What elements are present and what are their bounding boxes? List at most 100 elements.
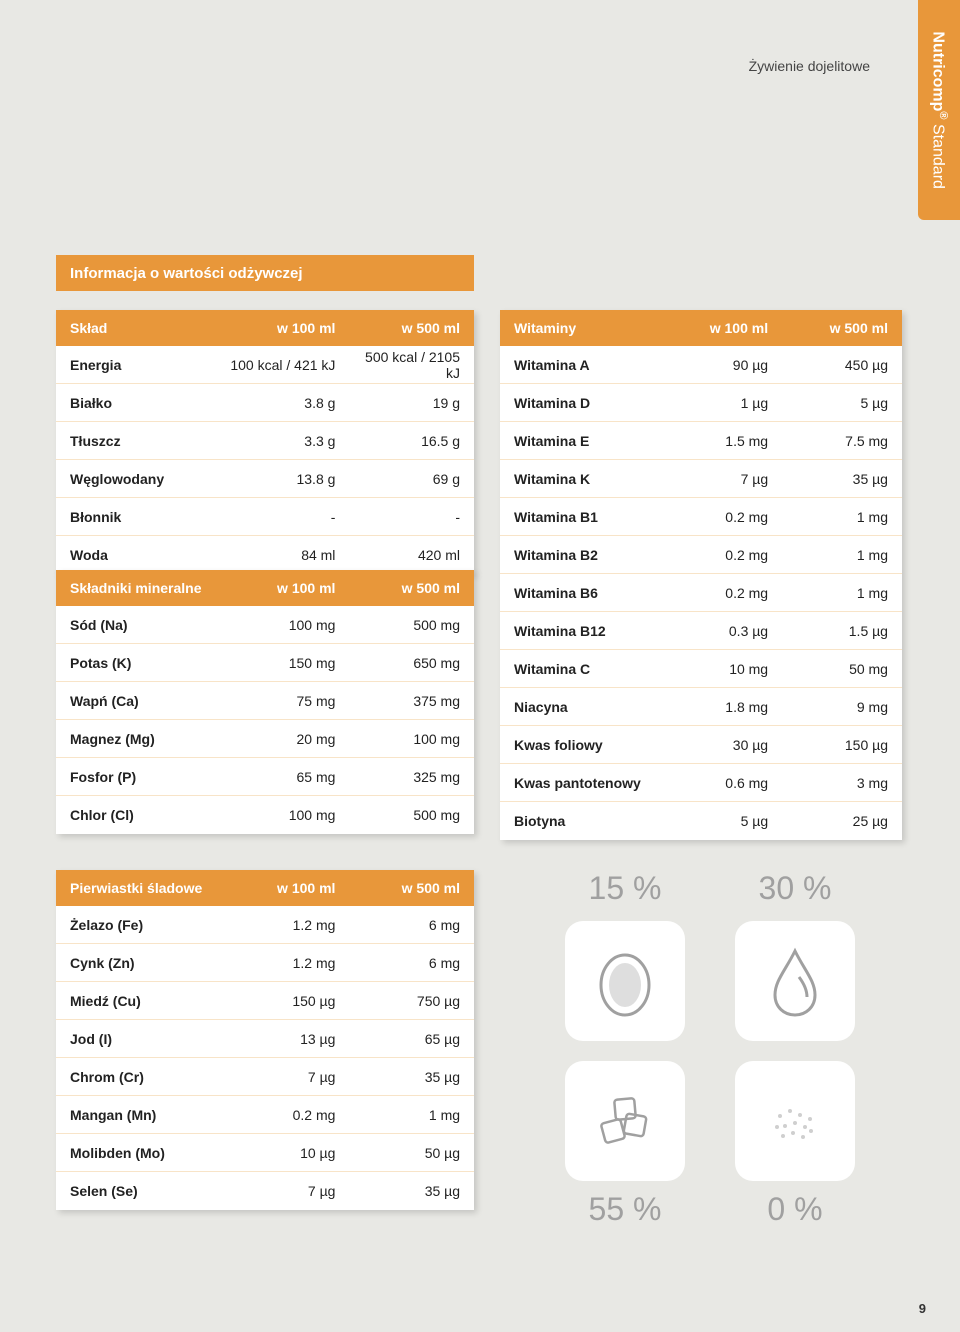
row-name: Magnez (Mg) [56, 731, 225, 747]
row-val-500ml: 500 mg [349, 807, 474, 823]
row-val-500ml: 100 mg [349, 731, 474, 747]
row-val-500ml: 6 mg [349, 955, 474, 971]
table-row: Cynk (Zn)1.2 mg6 mg [56, 944, 474, 982]
row-val-100ml: 1.2 mg [225, 955, 350, 971]
row-name: Cynk (Zn) [56, 955, 225, 971]
row-val-100ml: 1.2 mg [225, 917, 350, 933]
row-val-100ml: 7 µg [662, 471, 782, 487]
row-val-100ml: 65 mg [225, 769, 350, 785]
row-val-500ml: 9 mg [782, 699, 902, 715]
row-val-100ml: 1.8 mg [662, 699, 782, 715]
table-row: Fosfor (P)65 mg325 mg [56, 758, 474, 796]
col-header: Składniki mineralne [56, 580, 225, 596]
row-val-500ml: 500 kcal / 2105 kJ [349, 349, 474, 381]
row-val-100ml: 0.2 mg [662, 585, 782, 601]
row-name: Białko [56, 395, 225, 411]
row-val-500ml: 69 g [349, 471, 474, 487]
row-val-100ml: 0.6 mg [662, 775, 782, 791]
row-val-500ml: 1 mg [782, 585, 902, 601]
row-name: Żelazo (Fe) [56, 917, 225, 933]
table-row: Witamina B20.2 mg1 mg [500, 536, 902, 574]
table-row: Witamina E1.5 mg7.5 mg [500, 422, 902, 460]
row-val-500ml: 25 µg [782, 813, 902, 829]
row-name: Witamina B6 [500, 585, 662, 601]
table-row: Witamina A90 µg450 µg [500, 346, 902, 384]
row-name: Niacyna [500, 699, 662, 715]
fiber-icon [735, 1061, 855, 1181]
protein-pct: 15 % [555, 870, 695, 907]
table-row: Magnez (Mg)20 mg100 mg [56, 720, 474, 758]
page-number: 9 [919, 1301, 926, 1316]
row-val-100ml: 13.8 g [225, 471, 350, 487]
table-minerals: Składniki mineralne w 100 ml w 500 ml Só… [56, 570, 474, 834]
row-val-100ml: - [225, 509, 350, 525]
table-row: Kwas pantotenowy0.6 mg3 mg [500, 764, 902, 802]
table-row: Witamina B10.2 mg1 mg [500, 498, 902, 536]
row-name: Energia [56, 357, 225, 373]
row-val-500ml: 750 µg [349, 993, 474, 1009]
row-val-100ml: 150 mg [225, 655, 350, 671]
table-row: Jod (I)13 µg65 µg [56, 1020, 474, 1058]
row-val-500ml: 150 µg [782, 737, 902, 753]
col-header: w 500 ml [782, 320, 902, 336]
row-name: Jod (I) [56, 1031, 225, 1047]
table-row: Tłuszcz3.3 g16.5 g [56, 422, 474, 460]
carbs-icon [565, 1061, 685, 1181]
row-val-100ml: 75 mg [225, 693, 350, 709]
row-val-500ml: 650 mg [349, 655, 474, 671]
table-vitamins: Witaminy w 100 ml w 500 ml Witamina A90 … [500, 310, 902, 840]
row-val-100ml: 100 kcal / 421 kJ [225, 357, 350, 373]
row-name: Witamina K [500, 471, 662, 487]
carbs-pct: 55 % [555, 1191, 695, 1228]
row-val-100ml: 0.2 mg [225, 1107, 350, 1123]
row-name: Fosfor (P) [56, 769, 225, 785]
col-header: w 100 ml [225, 880, 350, 896]
row-val-500ml: 6 mg [349, 917, 474, 933]
row-val-100ml: 1 µg [662, 395, 782, 411]
table-row: Witamina B60.2 mg1 mg [500, 574, 902, 612]
table-row: Energia100 kcal / 421 kJ500 kcal / 2105 … [56, 346, 474, 384]
table-row: Wapń (Ca)75 mg375 mg [56, 682, 474, 720]
row-name: Molibden (Mo) [56, 1145, 225, 1161]
product-side-tab: Nutricomp® Standard [918, 0, 960, 220]
row-name: Chlor (Cl) [56, 807, 225, 823]
table-row: Witamina K7 µg35 µg [500, 460, 902, 498]
row-name: Selen (Se) [56, 1183, 225, 1199]
table-row: Witamina B120.3 µg1.5 µg [500, 612, 902, 650]
row-name: Witamina B2 [500, 547, 662, 563]
row-val-500ml: 50 µg [349, 1145, 474, 1161]
table-row: Błonnik-- [56, 498, 474, 536]
row-val-500ml: 19 g [349, 395, 474, 411]
row-val-500ml: 35 µg [782, 471, 902, 487]
table-row: Sód (Na)100 mg500 mg [56, 606, 474, 644]
col-header: Skład [56, 320, 225, 336]
row-val-100ml: 100 mg [225, 807, 350, 823]
table-row: Selen (Se)7 µg35 µg [56, 1172, 474, 1210]
row-val-100ml: 150 µg [225, 993, 350, 1009]
table-trace-elements: Pierwiastki śladowe w 100 ml w 500 ml Że… [56, 870, 474, 1210]
row-name: Węglowodany [56, 471, 225, 487]
col-header: w 100 ml [225, 580, 350, 596]
table-row: Woda84 ml420 ml [56, 536, 474, 574]
fiber-pct: 0 % [725, 1191, 865, 1228]
row-name: Witamina D [500, 395, 662, 411]
row-name: Woda [56, 547, 225, 563]
row-val-500ml: 420 ml [349, 547, 474, 563]
table-sklad: Skład w 100 ml w 500 ml Energia100 kcal … [56, 310, 474, 574]
row-name: Witamina A [500, 357, 662, 373]
row-val-500ml: 500 mg [349, 617, 474, 633]
row-val-100ml: 100 mg [225, 617, 350, 633]
row-val-500ml: - [349, 509, 474, 525]
row-val-500ml: 375 mg [349, 693, 474, 709]
row-name: Błonnik [56, 509, 225, 525]
row-name: Witamina B1 [500, 509, 662, 525]
row-val-500ml: 1 mg [349, 1107, 474, 1123]
table-row: Mangan (Mn)0.2 mg1 mg [56, 1096, 474, 1134]
table-row: Niacyna1.8 mg9 mg [500, 688, 902, 726]
col-header: w 500 ml [349, 880, 474, 896]
row-val-100ml: 0.2 mg [662, 547, 782, 563]
col-header: w 100 ml [225, 320, 350, 336]
row-val-100ml: 13 µg [225, 1031, 350, 1047]
col-header: Pierwiastki śladowe [56, 880, 225, 896]
protein-icon [565, 921, 685, 1041]
